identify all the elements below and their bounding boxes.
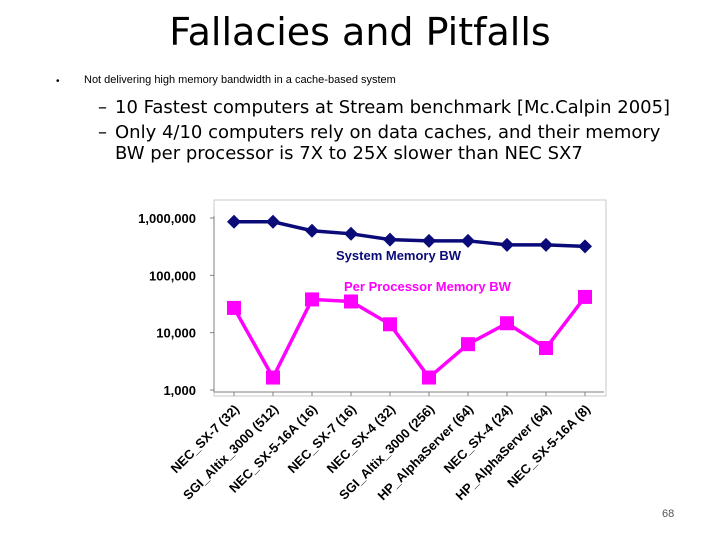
series-label: Per Processor Memory BW bbox=[344, 279, 512, 294]
x-tick-label: NEC_SX-7 (32) bbox=[168, 402, 242, 476]
x-tick-label: NEC_SX-4 (32) bbox=[324, 402, 398, 476]
y-tick-label: 10,000 bbox=[156, 326, 196, 341]
sub-bullet-2: – Only 4/10 computers rely on data cache… bbox=[98, 122, 678, 164]
data-point-square bbox=[227, 300, 241, 315]
data-point-diamond bbox=[500, 237, 514, 252]
dash-marker: – bbox=[98, 122, 107, 143]
data-point-square bbox=[461, 337, 475, 352]
data-point-diamond bbox=[344, 226, 358, 241]
data-point-diamond bbox=[539, 237, 553, 252]
sub-bullet-1-text: 10 Fastest computers at Stream benchmark… bbox=[115, 97, 671, 118]
page-number: 68 bbox=[662, 508, 675, 520]
sub-bullet-2-text: Only 4/10 computers rely on data caches,… bbox=[115, 122, 661, 164]
y-tick-label: 1,000,000 bbox=[138, 211, 196, 226]
x-tick-label: NEC_SX-4 (24) bbox=[441, 402, 515, 476]
data-point-square bbox=[383, 317, 397, 332]
data-point-square bbox=[422, 370, 436, 385]
series-label: System Memory BW bbox=[336, 248, 462, 263]
data-point-square bbox=[578, 289, 592, 304]
y-tick-label: 100,000 bbox=[149, 268, 196, 283]
bullet-marker: • bbox=[56, 76, 60, 87]
data-point-diamond bbox=[383, 232, 397, 247]
data-point-square bbox=[344, 294, 358, 309]
data-point-diamond bbox=[461, 233, 475, 248]
chart-frame bbox=[213, 199, 607, 397]
data-point-square bbox=[500, 316, 514, 331]
sub-bullet-1: – 10 Fastest computers at Stream benchma… bbox=[98, 97, 670, 118]
data-point-diamond bbox=[422, 233, 436, 248]
x-tick-label: NEC_SX-7 (16) bbox=[285, 402, 359, 476]
series-line bbox=[234, 220, 586, 249]
data-point-diamond bbox=[305, 223, 319, 238]
data-point-diamond bbox=[578, 239, 592, 254]
dash-marker: – bbox=[98, 97, 107, 118]
y-tick-label: 1,000 bbox=[163, 383, 196, 398]
series-line bbox=[232, 295, 587, 382]
main-bullet: Not delivering high memory bandwidth in … bbox=[84, 74, 396, 86]
data-point-square bbox=[266, 370, 280, 385]
data-point-square bbox=[305, 292, 319, 307]
data-point-square bbox=[539, 341, 553, 356]
slide-title: Fallacies and Pitfalls bbox=[169, 10, 551, 54]
data-point-diamond bbox=[227, 214, 241, 229]
data-point-diamond bbox=[266, 214, 280, 229]
